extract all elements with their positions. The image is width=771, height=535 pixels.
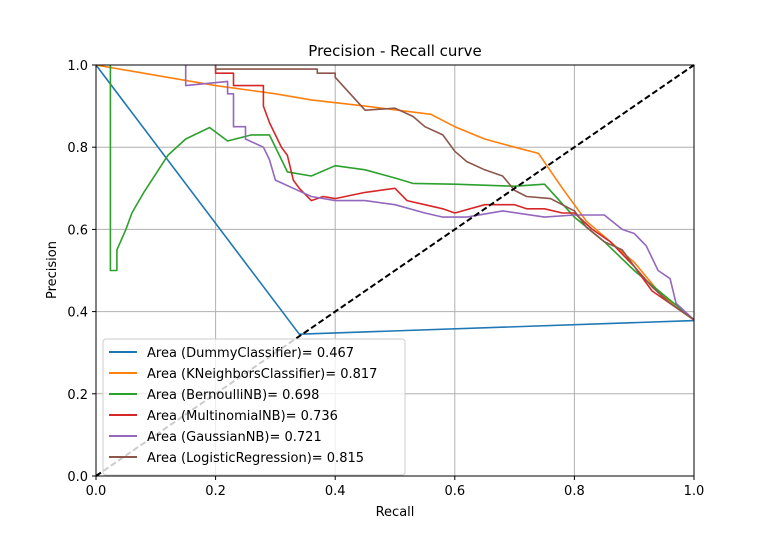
x-tick-label: 0.4 [325, 484, 346, 499]
x-axis-label: Recall [376, 505, 415, 520]
series-line-2 [109, 65, 695, 321]
series-line-3 [214, 65, 695, 321]
y-tick-label: 0.2 [67, 388, 88, 403]
x-tick-label: 0.8 [564, 484, 585, 499]
x-tick-label: 1.0 [684, 484, 705, 499]
axis-ticks: 0.0 0.2 0.4 0.6 0.8 1.0 0.0 0.2 0.4 0.6 0.8 1.0 [67, 59, 704, 499]
series-line-0 [95, 64, 695, 336]
chart-title: Precision - Recall curve [308, 42, 481, 60]
legend-label-4: Area (GaussianNB)= 0.721 [147, 430, 322, 445]
legend-label-1: Area (KNeighborsClassifier)= 0.817 [147, 367, 377, 382]
y-axis-label: Precision [45, 241, 60, 299]
x-tick-label: 0.0 [86, 484, 107, 499]
plot-frame [95, 64, 695, 477]
legend-box [102, 338, 406, 476]
series-line-1 [95, 64, 695, 321]
legend-label-2: Area (BernoulliNB)= 0.698 [147, 388, 319, 403]
legend-label-5: Area (LogisticRegression)= 0.815 [147, 451, 364, 466]
legend-label-0: Area (DummyClassifier)= 0.467 [147, 346, 354, 361]
legend: Area (DummyClassifier)= 0.467 Area (KNeig… [102, 338, 406, 476]
series-line-4 [184, 65, 695, 321]
x-tick-label: 0.2 [205, 484, 226, 499]
y-tick-label: 1.0 [67, 59, 88, 74]
y-tick-label: 0.0 [67, 470, 88, 485]
x-tick-label: 0.6 [444, 484, 465, 499]
series-line-5 [214, 65, 695, 321]
y-tick-label: 0.8 [67, 141, 88, 156]
y-tick-label: 0.4 [67, 306, 88, 321]
legend-label-3: Area (MultinomialNB)= 0.736 [147, 409, 338, 424]
y-tick-label: 0.6 [67, 223, 88, 238]
